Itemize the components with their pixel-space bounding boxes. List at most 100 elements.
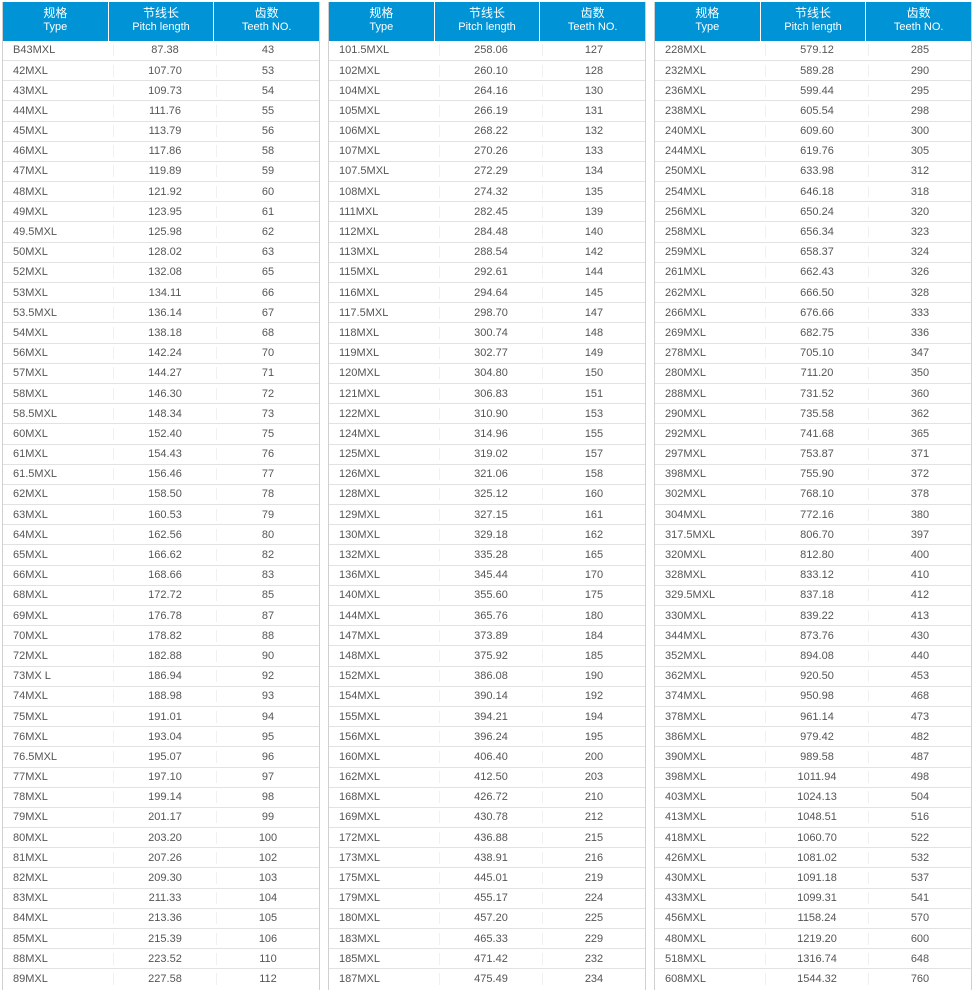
cell-type: 106MXL: [329, 125, 439, 137]
cell-teeth: 430: [868, 630, 971, 642]
header-type-en: Type: [657, 21, 758, 35]
cell-type: 84MXL: [3, 912, 113, 924]
cell-type: 69MXL: [3, 610, 113, 622]
cell-type: 66MXL: [3, 569, 113, 581]
cell-teeth: 83: [216, 569, 319, 581]
cell-pitch: 920.50: [765, 670, 868, 682]
cell-type: 228MXL: [655, 44, 765, 56]
cell-teeth: 440: [868, 650, 971, 662]
cell-pitch: 117.86: [113, 145, 216, 157]
cell-type: 112MXL: [329, 226, 439, 238]
cell-pitch: 132.08: [113, 266, 216, 278]
table-row: 403MXL1024.13504: [655, 788, 971, 808]
cell-pitch: 211.33: [113, 892, 216, 904]
cell-teeth: 71: [216, 367, 319, 379]
cell-teeth: 300: [868, 125, 971, 137]
cell-pitch: 705.10: [765, 347, 868, 359]
table-row: 144MXL365.76180: [329, 606, 645, 626]
cell-teeth: 130: [542, 85, 645, 97]
cell-teeth: 516: [868, 811, 971, 823]
cell-pitch: 144.27: [113, 367, 216, 379]
cell-pitch: 873.76: [765, 630, 868, 642]
cell-type: 48MXL: [3, 186, 113, 198]
cell-teeth: 85: [216, 589, 319, 601]
cell-teeth: 362: [868, 408, 971, 420]
cell-pitch: 465.33: [439, 933, 542, 945]
cell-type: 65MXL: [3, 549, 113, 561]
cell-teeth: 482: [868, 731, 971, 743]
cell-pitch: 123.95: [113, 206, 216, 218]
table-row: 65MXL166.6282: [3, 545, 319, 565]
table-row: 73MX L186.9492: [3, 667, 319, 687]
table-row: 120MXL304.80150: [329, 364, 645, 384]
table-row: 58MXL146.3072: [3, 384, 319, 404]
table-row: 426MXL1081.02532: [655, 848, 971, 868]
table-row: 88MXL223.52110: [3, 949, 319, 969]
cell-pitch: 109.73: [113, 85, 216, 97]
table-row: 63MXL160.5379: [3, 505, 319, 525]
cell-pitch: 979.42: [765, 731, 868, 743]
table-row: 328MXL833.12410: [655, 566, 971, 586]
cell-teeth: 203: [542, 771, 645, 783]
header-pitch-en: Pitch length: [763, 21, 864, 35]
cell-type: 108MXL: [329, 186, 439, 198]
cell-pitch: 1158.24: [765, 912, 868, 924]
cell-pitch: 329.18: [439, 529, 542, 541]
table-row: 75MXL191.0194: [3, 707, 319, 727]
cell-type: 136MXL: [329, 569, 439, 581]
cell-teeth: 75: [216, 428, 319, 440]
cell-type: 45MXL: [3, 125, 113, 137]
cell-pitch: 1081.02: [765, 852, 868, 864]
cell-teeth: 290: [868, 65, 971, 77]
table-row: 418MXL1060.70522: [655, 828, 971, 848]
cell-pitch: 119.89: [113, 165, 216, 177]
table-row: 240MXL609.60300: [655, 122, 971, 142]
cell-pitch: 735.58: [765, 408, 868, 420]
spec-panel: 规格Type节线长Pitch length齿数Teeth NO.228MXL57…: [654, 2, 972, 990]
table-row: 54MXL138.1868: [3, 323, 319, 343]
cell-teeth: 195: [542, 731, 645, 743]
table-row: 278MXL705.10347: [655, 344, 971, 364]
cell-pitch: 197.10: [113, 771, 216, 783]
table-row: 269MXL682.75336: [655, 323, 971, 343]
table-row: 58.5MXL148.3473: [3, 404, 319, 424]
cell-teeth: 145: [542, 287, 645, 299]
table-row: 292MXL741.68365: [655, 424, 971, 444]
cell-teeth: 158: [542, 468, 645, 480]
cell-teeth: 200: [542, 751, 645, 763]
table-row: 70MXL178.8288: [3, 626, 319, 646]
cell-pitch: 650.24: [765, 206, 868, 218]
cell-type: 175MXL: [329, 872, 439, 884]
table-row: 84MXL213.36105: [3, 909, 319, 929]
header-teeth-en: Teeth NO.: [868, 21, 969, 35]
cell-type: 64MXL: [3, 529, 113, 541]
cell-pitch: 335.28: [439, 549, 542, 561]
cell-pitch: 199.14: [113, 791, 216, 803]
table-row: 43MXL109.7354: [3, 81, 319, 101]
table-row: 60MXL152.4075: [3, 424, 319, 444]
cell-teeth: 371: [868, 448, 971, 460]
cell-teeth: 70: [216, 347, 319, 359]
cell-teeth: 144: [542, 266, 645, 278]
cell-pitch: 605.54: [765, 105, 868, 117]
table-row: 105MXL266.19131: [329, 101, 645, 121]
cell-pitch: 288.54: [439, 246, 542, 258]
cell-pitch: 390.14: [439, 690, 542, 702]
cell-type: 187MXL: [329, 973, 439, 985]
cell-type: 76.5MXL: [3, 751, 113, 763]
table-row: 288MXL731.52360: [655, 384, 971, 404]
cell-pitch: 227.58: [113, 973, 216, 985]
cell-type: 77MXL: [3, 771, 113, 783]
cell-type: 238MXL: [655, 105, 765, 117]
cell-pitch: 298.70: [439, 307, 542, 319]
table-row: 85MXL215.39106: [3, 929, 319, 949]
cell-pitch: 306.83: [439, 388, 542, 400]
cell-pitch: 345.44: [439, 569, 542, 581]
cell-teeth: 194: [542, 711, 645, 723]
table-row: 61MXL154.4376: [3, 445, 319, 465]
cell-teeth: 135: [542, 186, 645, 198]
cell-type: 49MXL: [3, 206, 113, 218]
table-row: 228MXL579.12285: [655, 41, 971, 61]
cell-teeth: 350: [868, 367, 971, 379]
table-row: 183MXL465.33229: [329, 929, 645, 949]
